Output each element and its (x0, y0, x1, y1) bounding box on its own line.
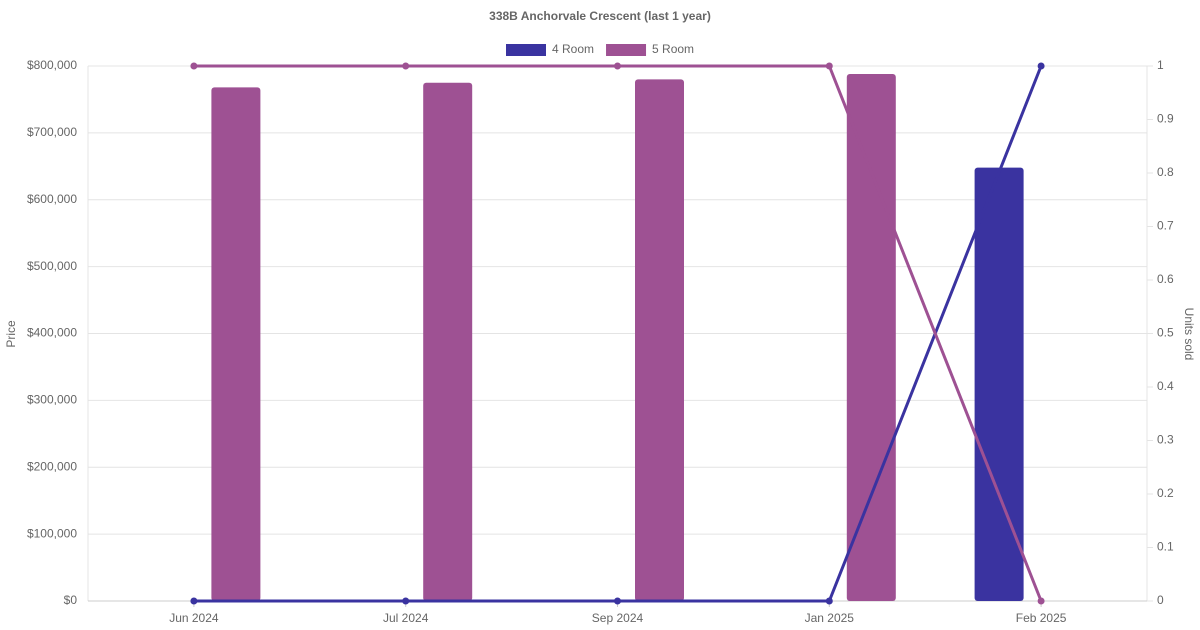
point (1037, 597, 1045, 605)
legend-label: 4 Room (552, 42, 594, 56)
y-tick-label: $600,000 (27, 192, 77, 206)
y-axis-title: Price (4, 320, 18, 348)
x-tick-label: Jul 2024 (383, 611, 429, 625)
y2-tick-label: 0.4 (1157, 379, 1174, 393)
point (190, 62, 198, 70)
bar (211, 87, 261, 601)
y2-axis-title: Units sold (1182, 308, 1196, 361)
y2-tick-label: 0.3 (1157, 433, 1174, 447)
y-tick-label: $400,000 (27, 326, 77, 340)
bar (846, 74, 896, 601)
y-tick-label: $300,000 (27, 393, 77, 407)
point (614, 597, 621, 605)
y2-tick-label: 0.7 (1157, 219, 1174, 233)
legend-swatch (606, 44, 647, 56)
y-tick-label: $100,000 (27, 526, 77, 540)
point (825, 597, 833, 605)
y2-tick-label: 0.6 (1157, 272, 1174, 286)
y2-tick-label: 0.1 (1157, 540, 1174, 554)
y2-tick-label: 1 (1157, 58, 1164, 72)
y-tick-label: $500,000 (27, 259, 77, 273)
bar (423, 82, 473, 601)
y-tick-label: $0 (64, 593, 78, 607)
legend-label: 5 Room (652, 42, 694, 56)
y-tick-label: $200,000 (27, 459, 77, 473)
y2-tick-label: 0.9 (1157, 112, 1174, 126)
point (1037, 62, 1045, 70)
bar (635, 79, 684, 601)
chart-title: 338B Anchorvale Crescent (last 1 year) (489, 9, 711, 23)
y2-tick-label: 0.5 (1157, 326, 1174, 340)
point (402, 62, 410, 70)
y2-tick-label: 0.8 (1157, 165, 1174, 179)
x-tick-label: Jun 2024 (169, 611, 219, 625)
point (614, 62, 621, 70)
x-tick-label: Jan 2025 (805, 611, 855, 625)
y-tick-label: $800,000 (27, 58, 77, 72)
point (190, 597, 198, 605)
legend-swatch (506, 44, 546, 56)
point (402, 597, 410, 605)
y2-tick-label: 0 (1157, 593, 1164, 607)
y-tick-label: $700,000 (27, 125, 77, 139)
bar (974, 167, 1024, 601)
x-tick-label: Sep 2024 (592, 611, 644, 625)
x-tick-label: Feb 2025 (1016, 611, 1067, 625)
point (825, 62, 833, 70)
y2-tick-label: 0.2 (1157, 486, 1174, 500)
